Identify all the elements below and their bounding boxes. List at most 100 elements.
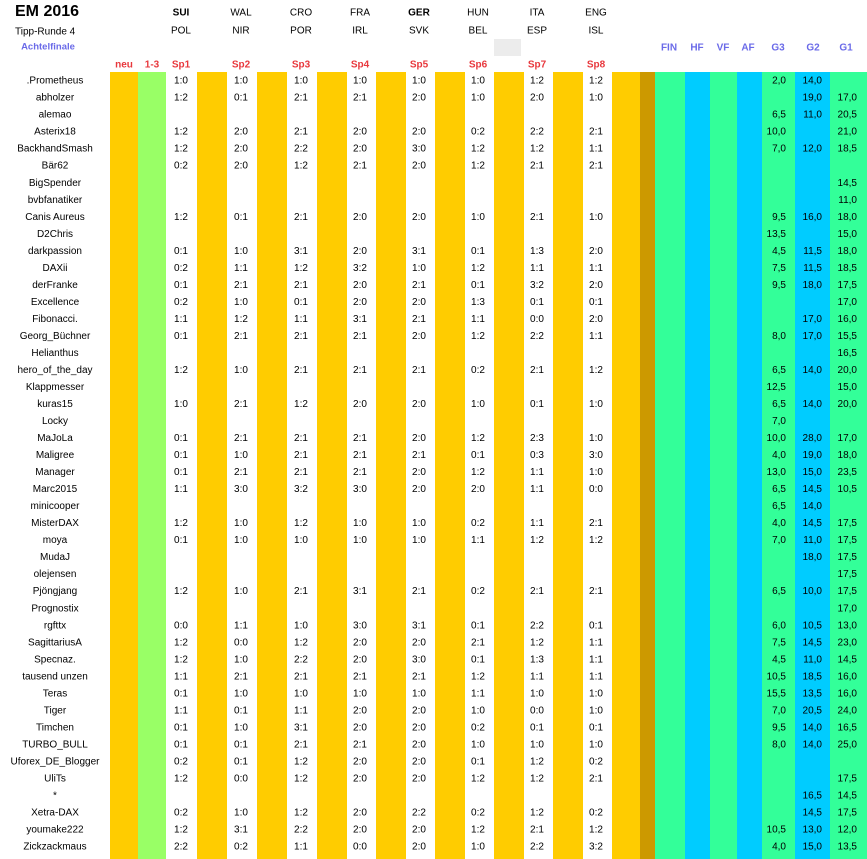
column-band	[376, 72, 406, 859]
game-header: Sp1	[172, 60, 191, 71]
tip: 2:1	[294, 671, 308, 682]
score: 18,0	[838, 212, 858, 223]
tip: 2:1	[353, 161, 367, 172]
tip: 2:1	[353, 671, 367, 682]
tip: 1:0	[234, 76, 248, 87]
score: 17,5	[838, 518, 858, 529]
empty-cell	[494, 39, 521, 56]
tip: 2:0	[530, 93, 544, 104]
tip: 1:1	[174, 484, 188, 495]
score: 11,0	[803, 535, 822, 546]
tip: 2:1	[294, 93, 308, 104]
tip: 2:1	[530, 586, 544, 597]
tip: 2:0	[412, 399, 426, 410]
tip: 2:1	[530, 825, 544, 836]
player-name: Zickzackmaus	[23, 842, 86, 853]
tip: 1:0	[234, 246, 248, 257]
tip: 1:2	[294, 637, 308, 648]
tip: 2:1	[589, 161, 603, 172]
tip: 2:0	[412, 756, 426, 767]
tip: 2:1	[294, 331, 308, 342]
score: 7,0	[772, 535, 786, 546]
tip: 1:0	[412, 76, 426, 87]
tip: 0:1	[530, 297, 544, 308]
tip: 2:0	[589, 280, 603, 291]
player-name: UliTs	[44, 773, 66, 784]
tip: 1:1	[589, 331, 603, 342]
tip: 0:0	[353, 842, 367, 853]
away-team: IRL	[352, 26, 368, 37]
score: 7,0	[772, 416, 786, 427]
column-band	[553, 72, 583, 859]
away-team: NIR	[232, 26, 249, 37]
tip: 1:2	[294, 161, 308, 172]
game-header: Sp2	[232, 60, 251, 71]
score: 15,0	[838, 382, 858, 393]
tip: 2:1	[353, 331, 367, 342]
tip: 2:1	[294, 450, 308, 461]
player-name: Prognostix	[31, 603, 78, 614]
score: 2,0	[772, 76, 786, 87]
score: 17,0	[838, 433, 858, 444]
tip: 2:1	[530, 161, 544, 172]
tip: 1:0	[234, 297, 248, 308]
score: 12,0	[803, 144, 823, 155]
score: 13,0	[803, 825, 823, 836]
tip: 1:0	[234, 535, 248, 546]
tip: 1:1	[234, 263, 248, 274]
tip: 2:1	[412, 280, 426, 291]
score: 18,0	[838, 450, 858, 461]
tip: 1:0	[234, 518, 248, 529]
score: 10,5	[767, 825, 787, 836]
player-name: SagittariusA	[28, 637, 82, 648]
score: 20,0	[838, 365, 858, 376]
tip: 0:1	[234, 93, 248, 104]
score: 17,0	[803, 314, 823, 325]
score: 19,0	[803, 450, 823, 461]
score: 16,5	[803, 790, 823, 801]
tip: 2:0	[353, 773, 367, 784]
tip: 1:2	[174, 637, 188, 648]
score: 23,5	[838, 467, 858, 478]
score: 13,5	[767, 229, 787, 240]
tip: 0:1	[174, 246, 188, 257]
tip: 1:2	[294, 518, 308, 529]
tip: 3:0	[353, 620, 367, 631]
score: 7,0	[772, 144, 786, 155]
tip: 0:1	[174, 688, 188, 699]
score: 6,5	[772, 110, 786, 121]
tip: 1:1	[589, 671, 603, 682]
column-header: HF	[690, 43, 703, 54]
score: 8,0	[772, 739, 786, 750]
tip: 0:2	[174, 263, 188, 274]
score: 17,0	[803, 331, 823, 342]
tip: 2:1	[353, 433, 367, 444]
tip: 1:0	[471, 739, 485, 750]
score: 10,0	[767, 127, 787, 138]
column-band	[762, 72, 795, 859]
tip: 2:2	[174, 842, 188, 853]
tip: 1:1	[589, 263, 603, 274]
home-team: ENG	[585, 8, 607, 19]
tip: 2:0	[471, 484, 485, 495]
score: 16,0	[803, 212, 823, 223]
tip: 2:0	[412, 212, 426, 223]
score: 6,5	[772, 501, 786, 512]
tip: 1:1	[294, 705, 308, 716]
score: 10,0	[803, 586, 823, 597]
score: 6,5	[772, 586, 786, 597]
player-name: minicooper	[31, 501, 81, 512]
score: 4,5	[772, 246, 786, 257]
player-name: moya	[43, 535, 68, 546]
player-name: Marc2015	[33, 484, 78, 495]
tip: 2:0	[234, 144, 248, 155]
tip: 1:2	[294, 399, 308, 410]
tip: 1:1	[530, 671, 544, 682]
score: 15,5	[838, 331, 858, 342]
game-header: Sp8	[587, 60, 606, 71]
player-name: Georg_Büchner	[20, 331, 91, 342]
tip: 1:0	[234, 688, 248, 699]
score: 14,5	[838, 654, 858, 665]
away-team: SVK	[409, 26, 429, 37]
